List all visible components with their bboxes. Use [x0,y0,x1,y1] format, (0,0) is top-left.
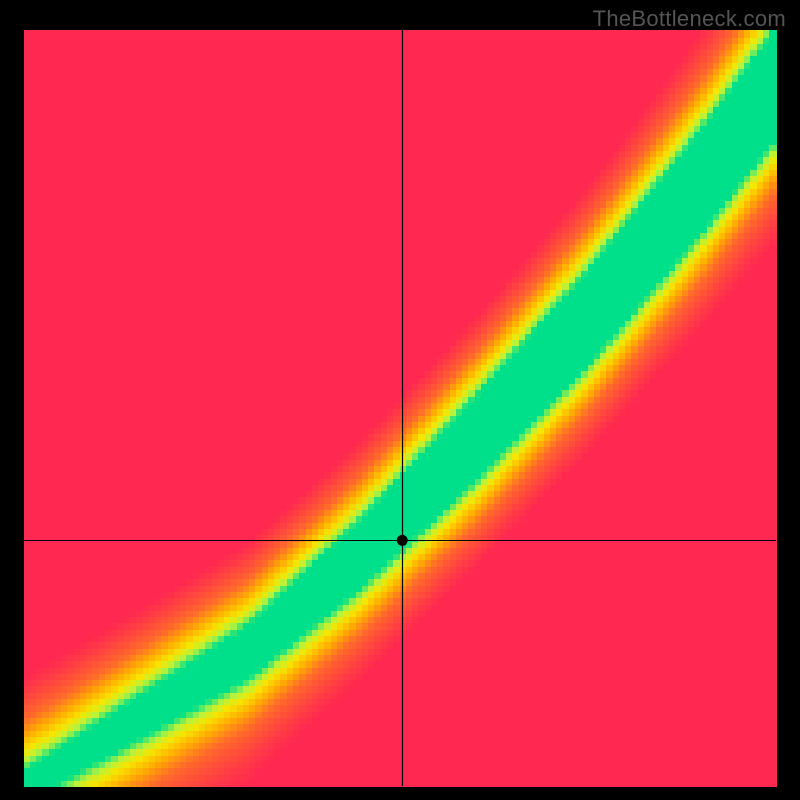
chart-container: TheBottleneck.com [0,0,800,800]
watermark-text: TheBottleneck.com [593,6,786,32]
bottleneck-heatmap [0,0,800,800]
